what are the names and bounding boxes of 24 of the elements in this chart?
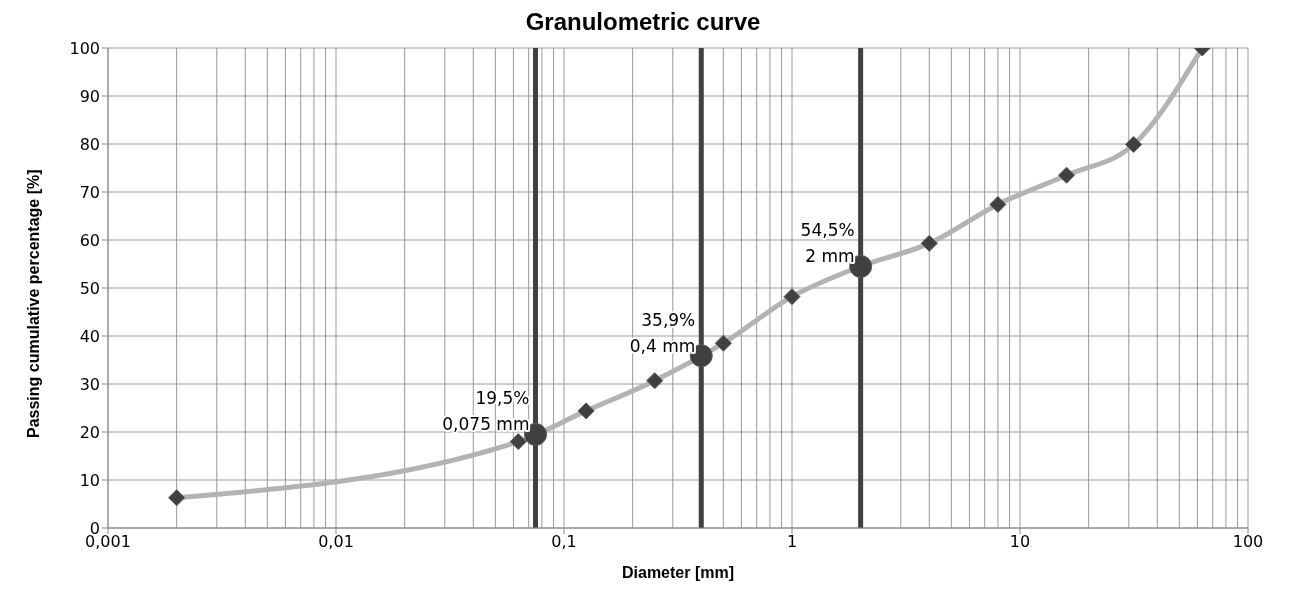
y-tick-label: 60 [79, 230, 100, 250]
x-tick-label: 1 [786, 532, 798, 552]
x-tick-label: 10 [1009, 532, 1031, 552]
y-tick-label: 40 [79, 326, 100, 346]
chart-title: Granulometric curve [524, 8, 762, 37]
annotation: 0,075 mm [442, 414, 530, 435]
y-tick-label: 10 [79, 470, 100, 490]
x-tick-label: 0,01 [318, 532, 354, 552]
annotation: 0,4 mm [629, 335, 696, 356]
x-tick-label: 0,1 [551, 532, 577, 552]
y-tick-label: 70 [79, 182, 100, 202]
annotation: 2 mm [805, 246, 855, 267]
annotation: 19,5% [475, 388, 530, 409]
y-tick-label: 30 [79, 374, 100, 394]
y-tick-label: 20 [79, 422, 100, 442]
annotation: 35,9% [641, 309, 696, 330]
y-tick-label: 90 [79, 86, 100, 106]
annotation: 54,5% [800, 220, 855, 241]
y-tick-label: 80 [79, 134, 100, 154]
x-axis-title: Diameter [mm] [621, 564, 735, 581]
y-tick-label: 50 [79, 278, 100, 298]
y-tick-label: 100 [69, 38, 100, 58]
x-tick-label: 100 [1232, 532, 1264, 552]
y-axis-title: Passing cumulative percentage [%] [24, 169, 42, 438]
